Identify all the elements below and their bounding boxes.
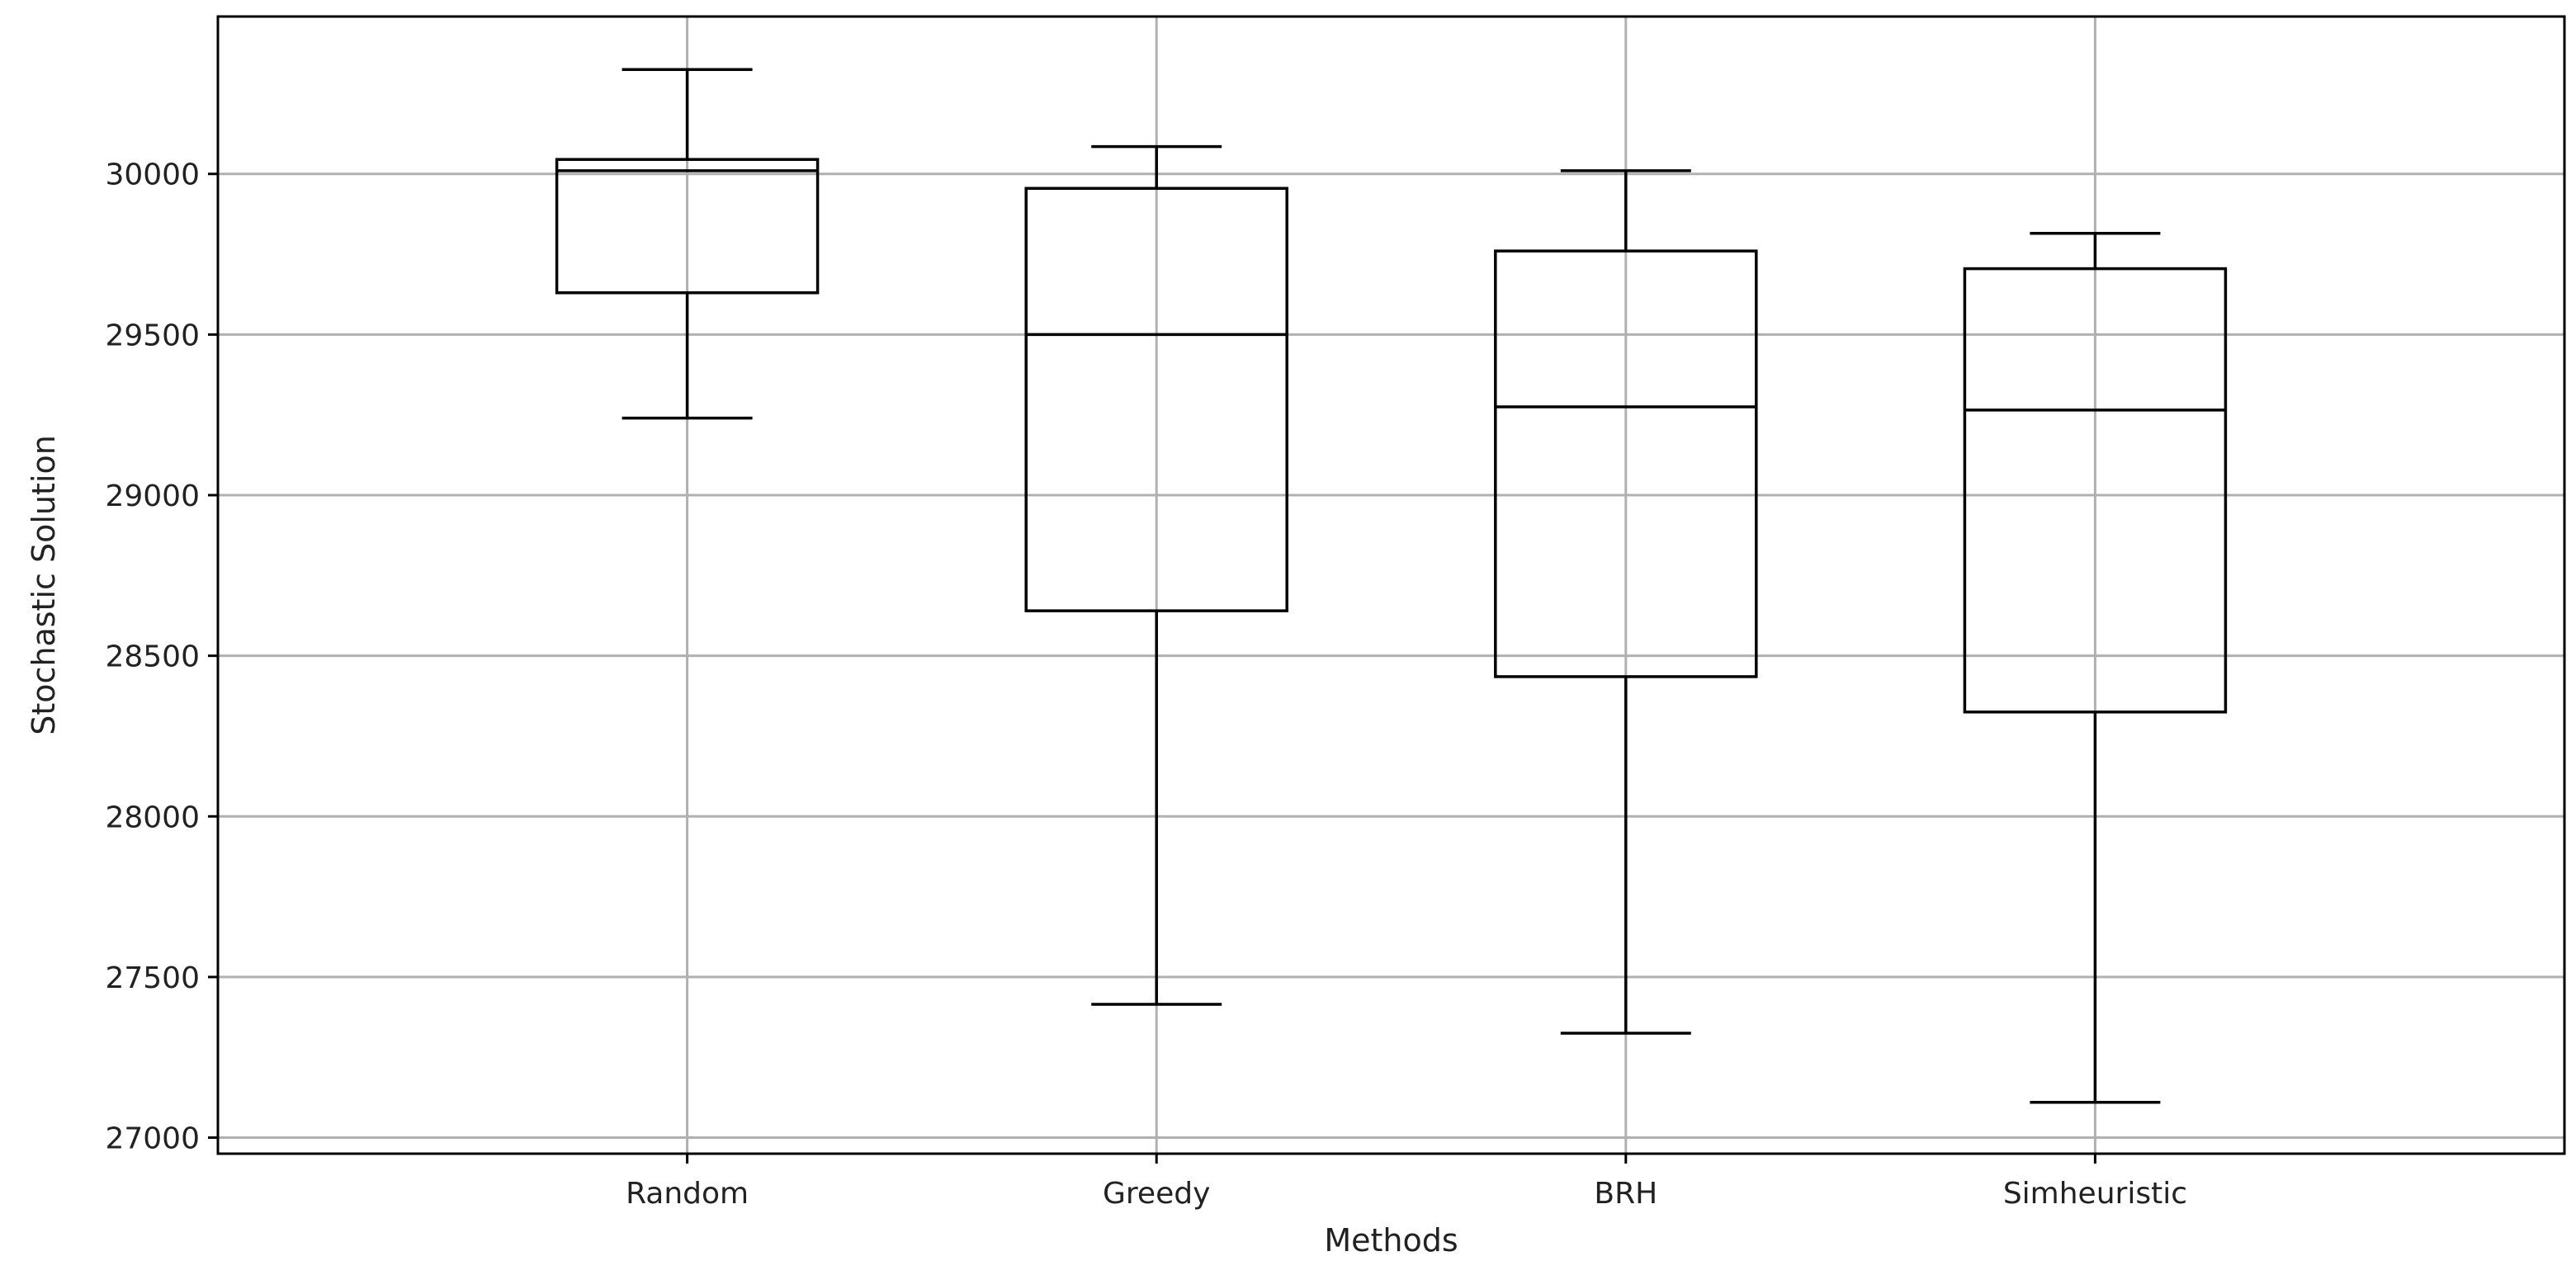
y-tick-label: 27000 <box>105 1122 200 1156</box>
iqr-box <box>1494 249 1758 678</box>
x-tick-label: Random <box>626 1177 749 1211</box>
boxes <box>555 68 2228 1104</box>
y-tick-label: 29000 <box>105 479 200 513</box>
iqr-box <box>1024 187 1288 612</box>
box-random <box>555 68 820 420</box>
iqr-box <box>555 158 820 295</box>
x-tick-label: BRH <box>1594 1177 1657 1211</box>
y-tick-label: 28000 <box>105 800 200 834</box>
iqr-box <box>1963 267 2228 714</box>
box-brh <box>1494 169 1758 1035</box>
box-simheuristic <box>1963 232 2228 1104</box>
x-axis-title: Methods <box>1324 1222 1458 1258</box>
y-tick-label: 28500 <box>105 640 200 674</box>
y-tick-label: 29500 <box>105 319 200 352</box>
grid-lines <box>218 17 2564 1154</box>
box-greedy <box>1024 144 1288 1006</box>
y-tick-label: 27500 <box>105 961 200 995</box>
axis-ticks: 27000 27500 28000 28500 29000 29500 30000 Rando… <box>105 158 2187 1211</box>
x-tick-label: Greedy <box>1103 1177 1210 1211</box>
x-tick-label: Simheuristic <box>2003 1177 2187 1211</box>
y-tick-label: 30000 <box>105 158 200 192</box>
plot-frame <box>216 15 2566 1155</box>
y-axis-title: Stochastic Solution <box>26 435 62 735</box>
